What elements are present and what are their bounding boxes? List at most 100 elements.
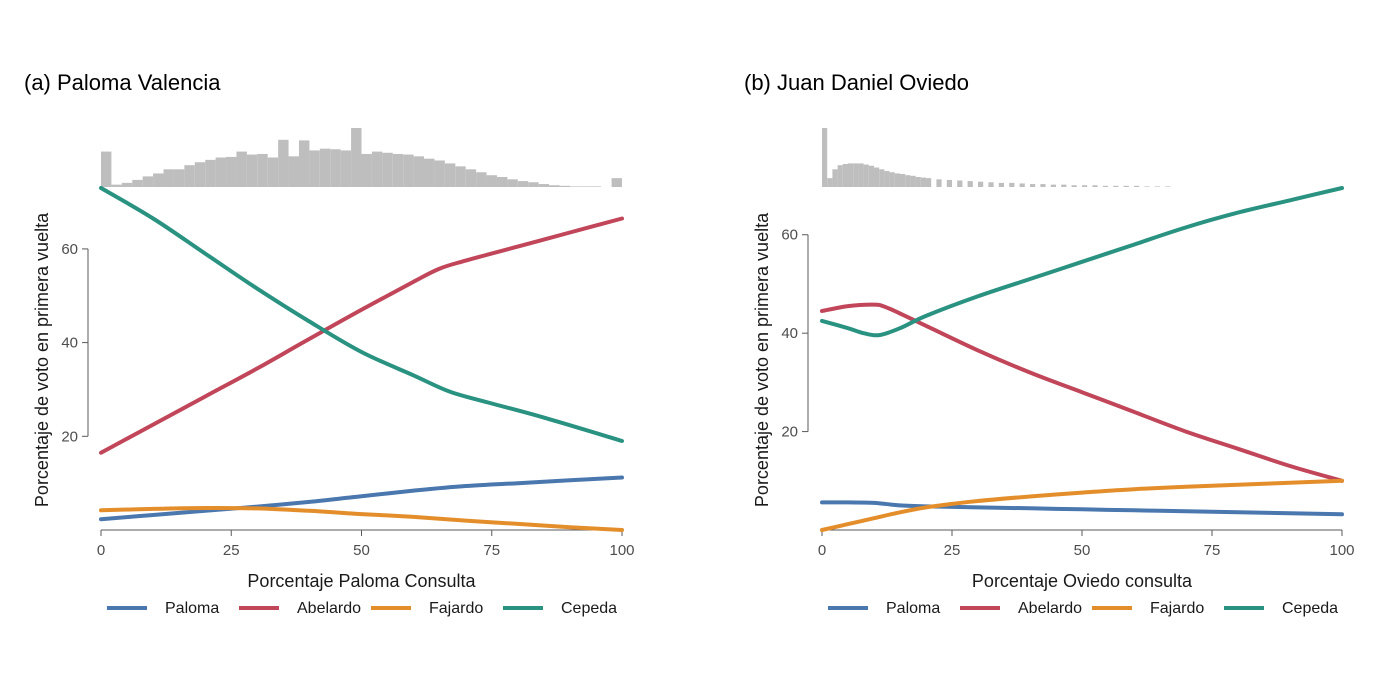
histogram-bar (1030, 184, 1036, 187)
histogram-bar (884, 171, 890, 187)
histogram-bar (163, 169, 174, 187)
x-tick-label: 50 (1074, 542, 1091, 559)
legend: Paloma Abelardo Fajardo Cepeda (828, 600, 1338, 617)
histogram-bar (822, 128, 828, 187)
histogram-bar (486, 175, 497, 187)
histogram-bar (153, 173, 164, 187)
legend: Paloma Abelardo Fajardo Cepeda (107, 600, 617, 617)
histogram-bar (173, 169, 185, 187)
histogram-bar (351, 128, 362, 187)
x-axis-title: Porcentaje Paloma Consulta (247, 571, 476, 591)
histogram-bar (936, 179, 942, 187)
y-tick-label: 40 (61, 335, 78, 352)
histogram-bar (455, 166, 466, 187)
legend-label-cepeda: Cepeda (1282, 600, 1338, 617)
histogram-bar (1165, 186, 1171, 187)
histogram-bar (858, 163, 864, 187)
y-tick-label: 60 (61, 241, 78, 258)
histogram-bar (101, 151, 112, 187)
x-tick-label: 0 (818, 542, 826, 559)
histogram-bar (465, 169, 477, 187)
histogram-bar (863, 164, 869, 187)
x-tick-label: 100 (1329, 542, 1354, 559)
histogram-bar (853, 163, 859, 187)
histogram-bar (371, 151, 383, 187)
series-line-abelardo (820, 302, 1344, 483)
histogram-bar (257, 153, 268, 187)
histogram-bar (205, 159, 216, 187)
histogram-bar (569, 186, 581, 187)
x-tick-label: 25 (944, 542, 961, 559)
histogram-bar (837, 165, 843, 187)
histogram-bar (1113, 185, 1119, 187)
histogram-bar (476, 172, 487, 187)
histogram-bar (978, 181, 984, 187)
histogram-bar (920, 177, 926, 187)
histogram-bar (507, 179, 518, 187)
histogram-bar (330, 149, 341, 187)
histogram-bar (1134, 185, 1140, 187)
y-tick-label: 60 (781, 227, 798, 244)
legend-label-fajardo: Fajardo (1150, 600, 1204, 617)
x-tick-label: 0 (97, 542, 105, 559)
histogram-bar (403, 154, 414, 187)
histogram-bar (580, 186, 591, 187)
histogram-bar (382, 152, 393, 187)
histogram-bar (874, 167, 880, 187)
histogram-bar (278, 139, 289, 187)
histogram-bar (226, 156, 237, 187)
histogram-bar (1102, 185, 1108, 187)
y-axis-title: Porcentaje de voto en primera vuelta (32, 212, 52, 507)
histogram-bar (559, 185, 570, 187)
histogram-bar (910, 175, 916, 187)
panel-oviedo: (b) Juan Daniel Oviedo 0 25 50 75 100 20 40 60 P… (720, 0, 1400, 700)
histogram-bar (1071, 185, 1077, 187)
panel-paloma: (a) Paloma Valencia 0 25 50 75 100 20 40 60 Porc… (24, 70, 635, 617)
histogram-bar (246, 154, 258, 187)
histogram-bar (528, 182, 539, 187)
histogram-bar (538, 184, 550, 187)
y-axis-title: Porcentaje de voto en primera vuelta (752, 212, 772, 507)
histogram-bar (905, 175, 911, 187)
histogram-bar (832, 169, 838, 187)
histogram-bar (288, 156, 299, 187)
histogram-bar (988, 182, 994, 187)
x-tick-label: 25 (223, 542, 240, 559)
histogram-bar (1040, 184, 1046, 187)
histogram-bar (967, 181, 973, 187)
histogram-bar (184, 165, 195, 187)
histogram-bar (889, 172, 895, 187)
histogram-bar (590, 186, 602, 187)
histogram-bar (194, 162, 206, 187)
histogram-bar (319, 148, 331, 187)
histogram-bar (309, 150, 320, 187)
histogram-bar (894, 173, 900, 187)
histogram-bar (444, 163, 456, 187)
histogram-bar (340, 150, 352, 187)
y-tick-label: 20 (781, 424, 798, 441)
chart-paloma: 0 25 50 75 100 20 40 60 Porcentaje Paloma Consul… (32, 128, 635, 617)
histogram-bar (926, 178, 932, 187)
histogram-bar (1050, 184, 1056, 187)
histogram-bar (361, 153, 372, 187)
histogram-bar (549, 185, 560, 187)
chart-oviedo: 0 25 50 75 100 20 40 60 Porcentaje Oviedo consul… (752, 128, 1355, 617)
series-line-fajardo (99, 505, 624, 532)
legend-label-abelardo: Abelardo (297, 600, 361, 617)
legend-label-paloma: Paloma (165, 600, 219, 617)
histogram-bar (827, 178, 833, 187)
legend-label-paloma: Paloma (886, 600, 940, 617)
histogram-bar (1154, 186, 1160, 187)
histogram-bar (215, 157, 227, 187)
x-tick-label: 75 (1204, 542, 1221, 559)
series-line-fajardo (820, 478, 1344, 532)
legend-label-abelardo: Abelardo (1018, 600, 1082, 617)
series-line-cepeda (99, 186, 624, 443)
histogram-bar (946, 179, 952, 187)
histogram-bar (496, 176, 508, 187)
histogram-bar (121, 182, 133, 187)
histogram-bar (842, 163, 848, 187)
histogram-bar (1092, 185, 1098, 187)
histogram-bar (392, 153, 404, 187)
panel-title: (a) Paloma Valencia (24, 70, 221, 95)
